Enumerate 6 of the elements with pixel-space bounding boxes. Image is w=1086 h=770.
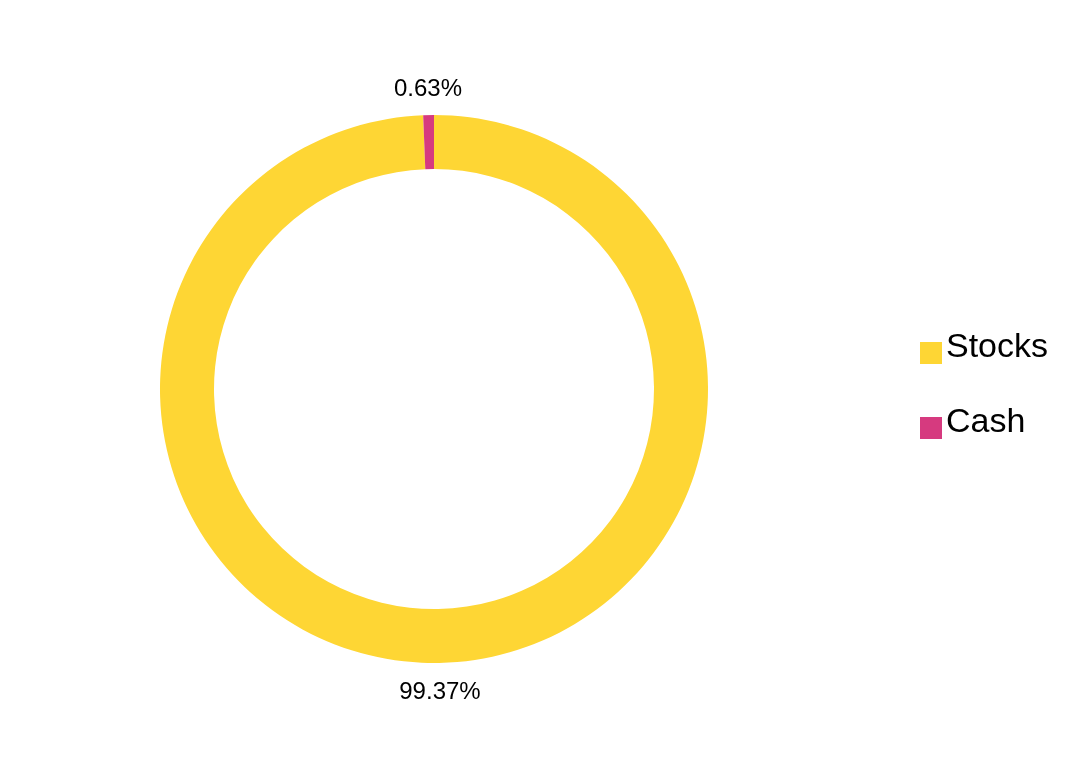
donut-slice [160, 115, 708, 663]
legend-label: Cash [945, 401, 1026, 439]
donut-slice [423, 115, 434, 170]
data-label: 99.37% [399, 677, 481, 705]
data-label: 0.63% [393, 73, 463, 101]
legend-label: Stocks [945, 326, 1048, 364]
